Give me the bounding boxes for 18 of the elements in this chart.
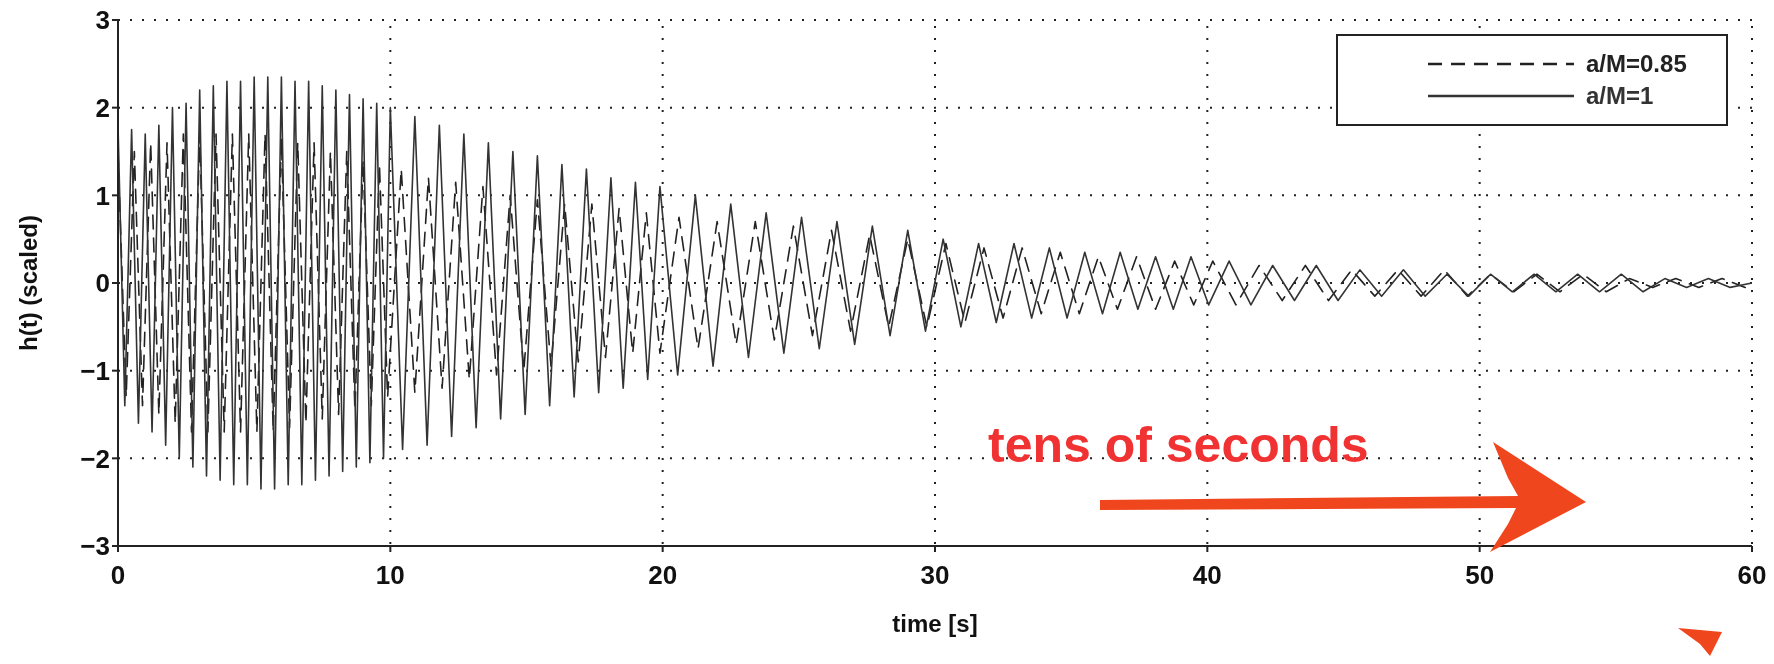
x-tick-label: 30	[920, 560, 950, 591]
x-tick-label: 60	[1737, 560, 1767, 591]
x-tick-label: 40	[1192, 560, 1222, 591]
x-axis-title: time [s]	[892, 610, 978, 637]
y-tick-label: 1	[95, 180, 110, 211]
y-tick-label: −3	[80, 531, 110, 562]
y-tick-label: 3	[95, 5, 110, 36]
y-tick-label: −1	[80, 355, 110, 386]
legend-frame: a/M=0.85 a/M=1	[1336, 34, 1728, 126]
x-tick-label: 20	[648, 560, 678, 591]
annotation: tens of seconds	[988, 416, 1369, 474]
x-tick-label: 10	[375, 560, 405, 591]
y-tick-label: 0	[95, 268, 110, 299]
line-series	[118, 76, 1752, 490]
y-axis-title: h(t) (scaled)	[14, 214, 42, 352]
y-tick-label: −2	[80, 443, 110, 474]
y-tick-label: 2	[95, 92, 110, 123]
x-tick-label: 50	[1465, 560, 1495, 591]
